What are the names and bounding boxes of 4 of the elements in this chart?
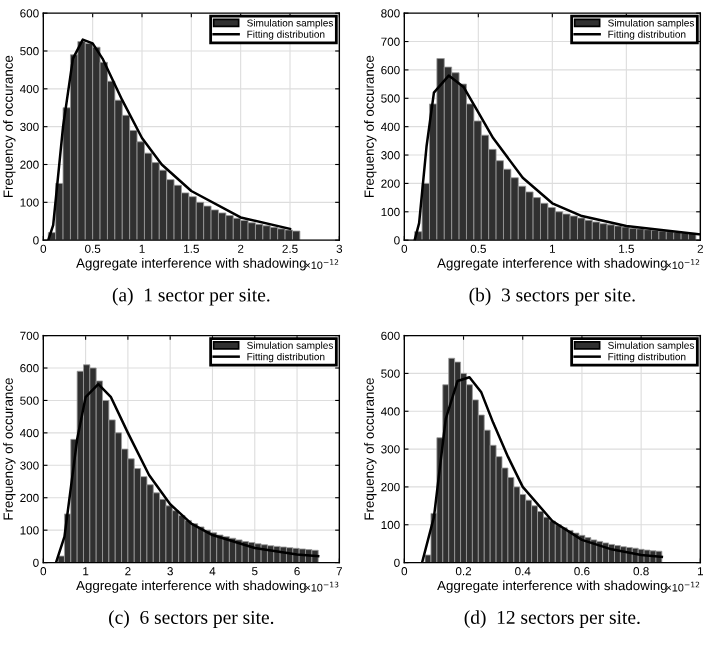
text: (b) 3 sectors per site. [469, 287, 635, 306]
text: (a) 1 sector per site. [112, 287, 270, 306]
text: (c) 6 sectors per site. [109, 610, 274, 628]
text: (d) 12 sectors per site. [464, 610, 640, 628]
